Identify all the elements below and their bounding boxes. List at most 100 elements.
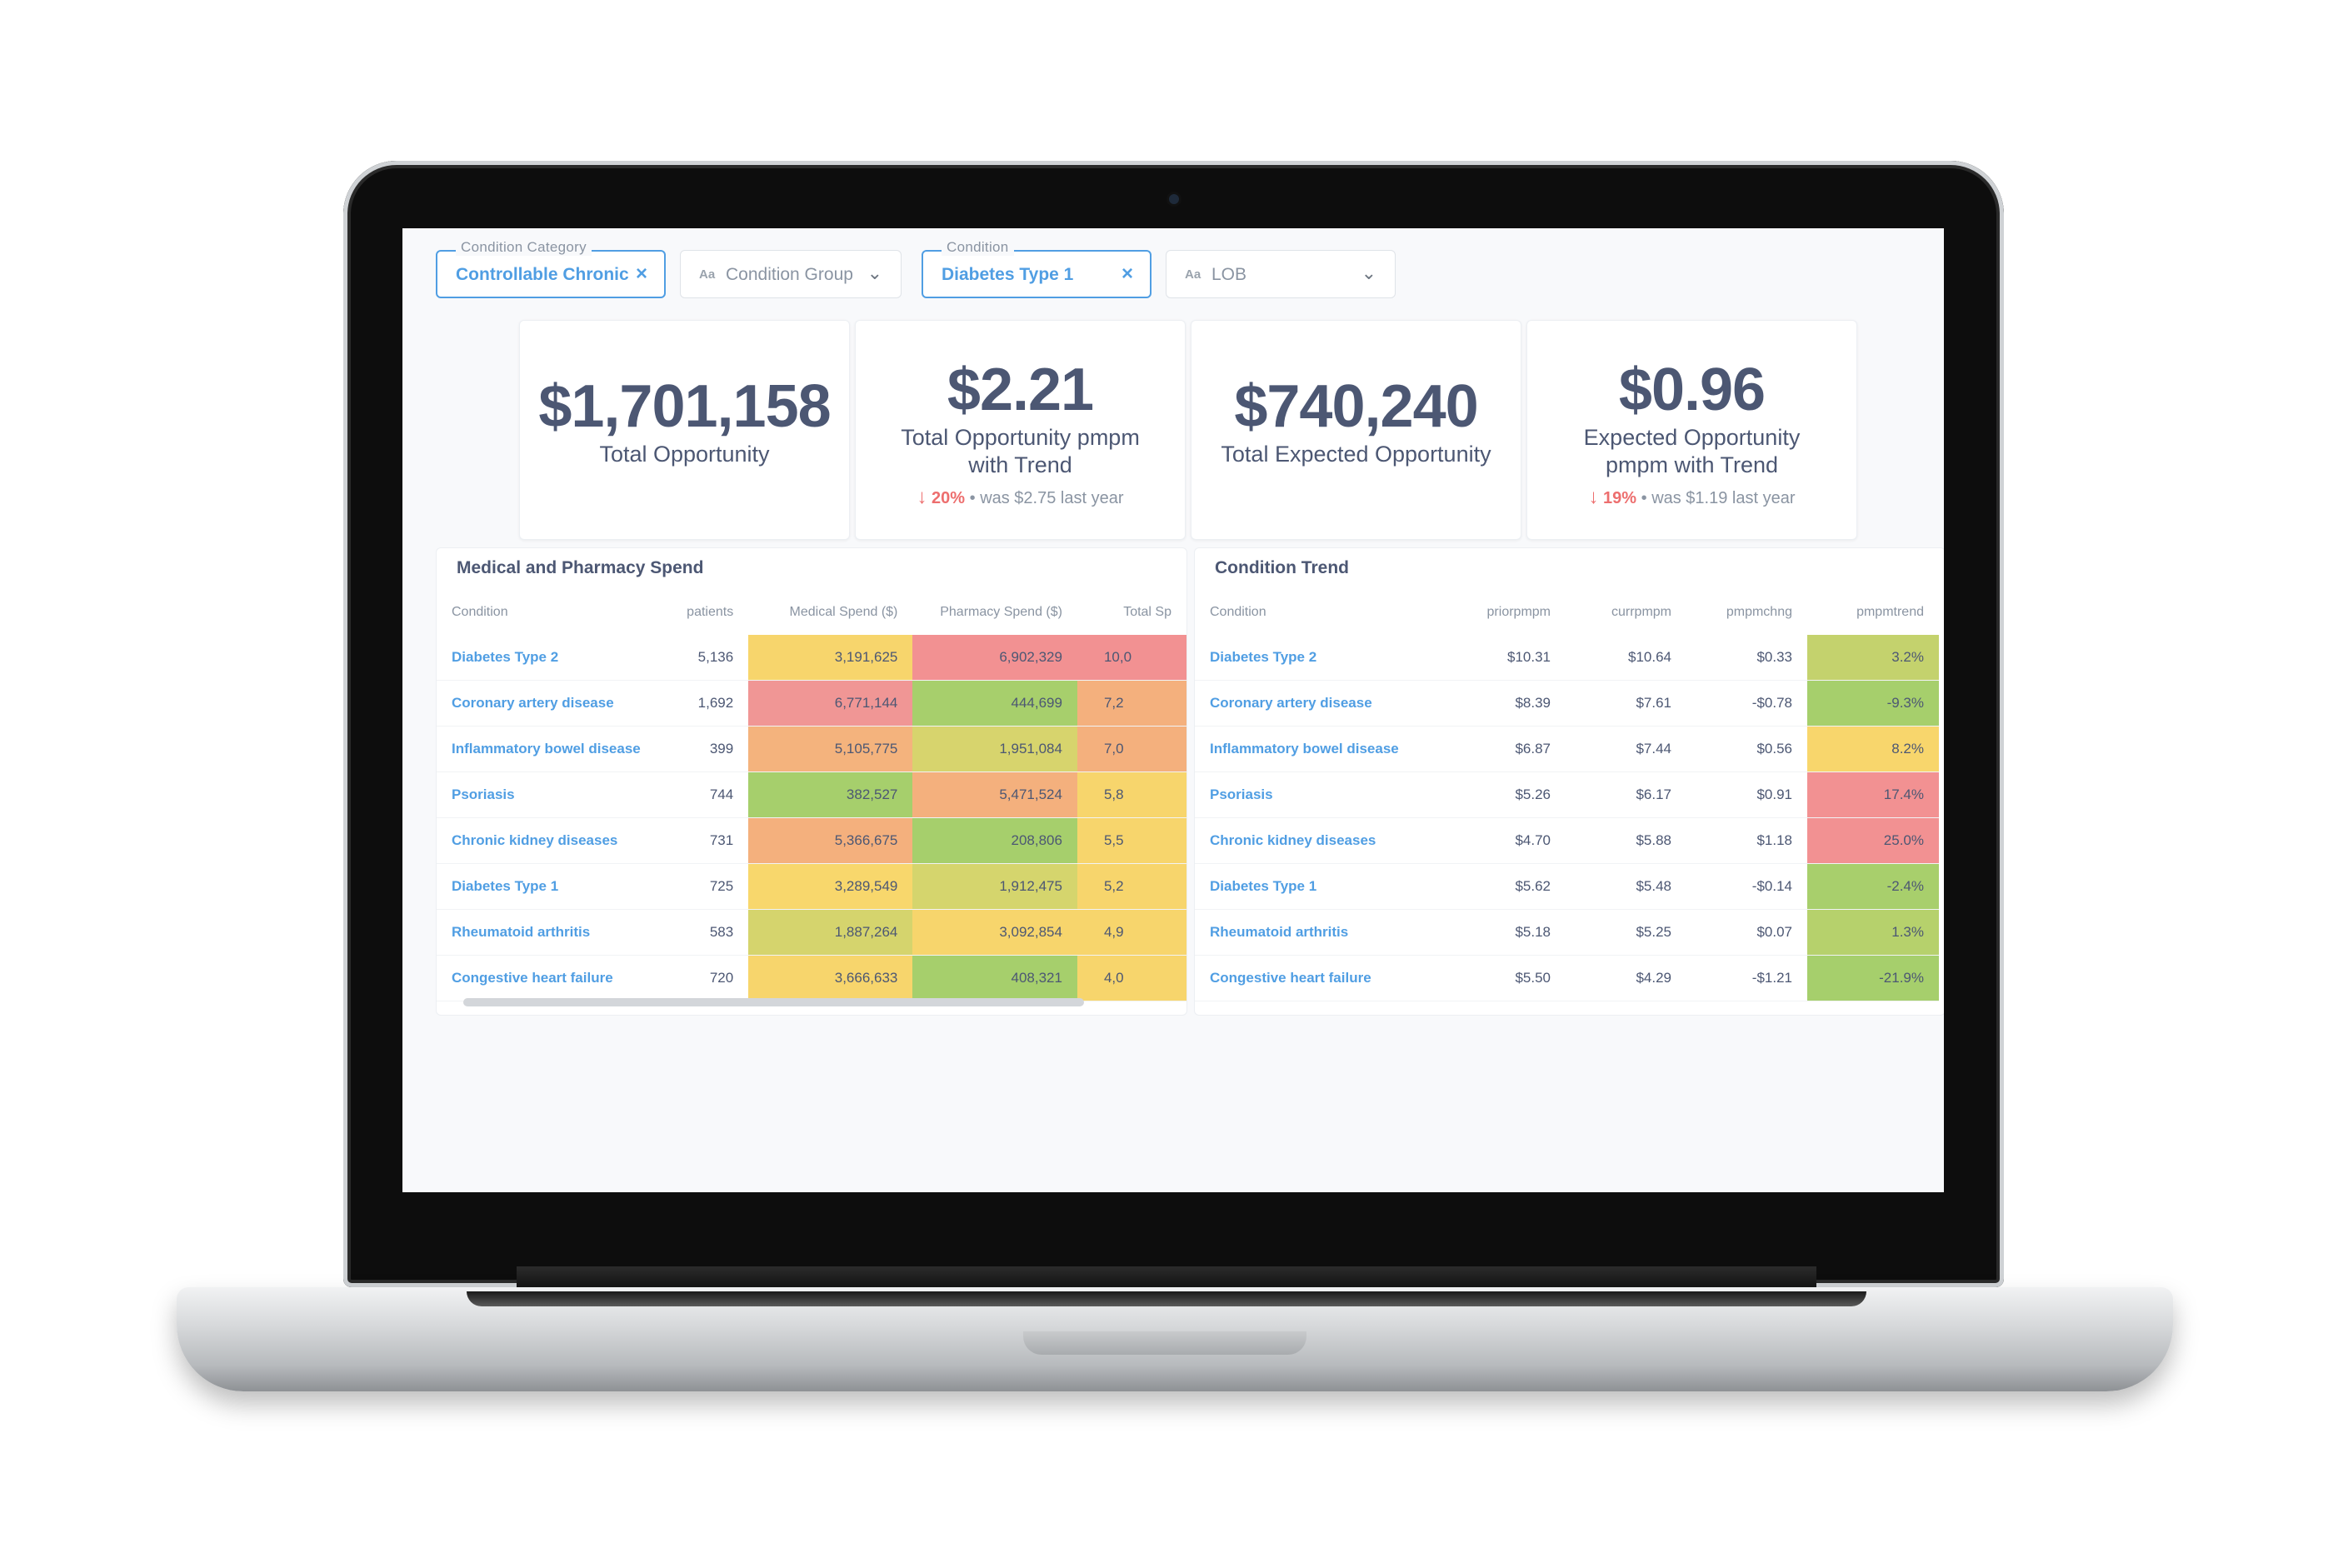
column-header[interactable]: priorpmpm <box>1486 605 1551 619</box>
table-row: Chronic kidney diseases $4.70 $5.88 $1.18 25… <box>1195 817 1939 864</box>
card-total-expected-opportunity: $740,240 Total Expected Opportunity <box>1191 320 1521 540</box>
condition-link[interactable]: Inflammatory bowel disease <box>1195 726 1445 772</box>
table-cell: 444,699 <box>912 680 1077 727</box>
column-header[interactable]: Pharmacy Spend ($) <box>940 605 1062 619</box>
condition-link[interactable]: Rheumatoid arthritis <box>1195 909 1445 956</box>
table-row: Psoriasis 744 382,527 5,471,524 5,8 <box>437 772 1186 818</box>
table-cell: 5,471,524 <box>912 772 1077 818</box>
table-cell: 6,902,329 <box>912 635 1077 681</box>
condition-link[interactable]: Congestive heart failure <box>437 955 656 1001</box>
filter-value: Diabetes Type 1 <box>942 265 1074 284</box>
table-cell: $5.48 <box>1566 863 1686 910</box>
metric-label: Expected Opportunity pmpm with Trend <box>1583 425 1801 477</box>
table-cell: 1,951,084 <box>912 726 1077 772</box>
table-cell: $0.91 <box>1686 772 1807 818</box>
panel-title: Medical and Pharmacy Spend <box>457 558 704 577</box>
table-cell: 3,666,633 <box>748 955 913 1001</box>
table-cell: $5.25 <box>1566 909 1686 956</box>
table-cell: 1,887,264 <box>748 909 913 956</box>
table-cell: -$1.21 <box>1686 955 1807 1001</box>
condition-link[interactable]: Diabetes Type 2 <box>437 635 656 681</box>
table-cell: 25.0% <box>1807 817 1939 864</box>
column-header[interactable]: Condition <box>452 605 508 619</box>
table-cell: $5.50 <box>1445 955 1566 1001</box>
clear-icon[interactable]: × <box>635 262 647 285</box>
table-cell: 3.2% <box>1807 635 1939 681</box>
panel-title: Condition Trend <box>1215 558 1349 577</box>
condition-link[interactable]: Diabetes Type 1 <box>1195 863 1445 910</box>
table-cell: 1,912,475 <box>912 863 1077 910</box>
metric-value: $2.21 <box>947 357 1094 423</box>
condition-link[interactable]: Inflammatory bowel disease <box>437 726 656 772</box>
table-cell: 4,0 <box>1077 955 1186 1001</box>
table-row: Diabetes Type 1 $5.62 $5.48 -$0.14 -2.4% <box>1195 863 1939 910</box>
filter-placeholder: LOB <box>1211 265 1247 284</box>
metric-value: $0.96 <box>1618 357 1766 423</box>
table-cell: $10.64 <box>1566 635 1686 681</box>
table-cell: 1,692 <box>655 680 749 727</box>
table-cell: -$0.14 <box>1686 863 1807 910</box>
table-row: Inflammatory bowel disease $6.87 $7.44 $0.5… <box>1195 726 1939 772</box>
table-cell: $6.87 <box>1445 726 1566 772</box>
table-row: Diabetes Type 2 $10.31 $10.64 $0.33 3.2% <box>1195 635 1939 681</box>
table-cell: $10.31 <box>1445 635 1566 681</box>
condition-link[interactable]: Rheumatoid arthritis <box>437 909 656 956</box>
column-header[interactable]: pmpmchng <box>1726 605 1792 619</box>
filter-lob[interactable]: Aa LOB ⌄ <box>1166 250 1396 298</box>
table-cell: 5,136 <box>655 635 749 681</box>
condition-link[interactable]: Chronic kidney diseases <box>1195 817 1445 864</box>
column-header[interactable]: pmpmtrend <box>1856 605 1924 619</box>
condition-link[interactable]: Psoriasis <box>437 772 656 818</box>
table-cell: 720 <box>655 955 749 1001</box>
metric-label: Total Expected Opportunity <box>1221 442 1491 467</box>
condition-link[interactable]: Psoriasis <box>1195 772 1445 818</box>
table-cell: $5.26 <box>1445 772 1566 818</box>
column-header[interactable]: currpmpm <box>1611 605 1671 619</box>
filter-condition[interactable]: Condition Diabetes Type 1 × <box>922 239 1152 298</box>
condition-link[interactable]: Diabetes Type 1 <box>437 863 656 910</box>
table-cell: $5.18 <box>1445 909 1566 956</box>
table-cell: 7,2 <box>1077 680 1186 727</box>
table-row: Rheumatoid arthritis 583 1,887,264 3,092,85… <box>437 909 1186 956</box>
table-cell: 731 <box>655 817 749 864</box>
table-row: Inflammatory bowel disease 399 5,105,775 1,… <box>437 726 1186 772</box>
table-cell: 8.2% <box>1807 726 1939 772</box>
table-cell: $8.39 <box>1445 680 1566 727</box>
column-header[interactable]: Medical Spend ($) <box>789 605 898 619</box>
table-cell: 10,0 <box>1077 635 1186 681</box>
laptop-opening-notch <box>1023 1331 1306 1355</box>
table-cell: 6,771,144 <box>748 680 913 727</box>
table-cell: $6.17 <box>1566 772 1686 818</box>
condition-link[interactable]: Congestive heart failure <box>1195 955 1445 1001</box>
table-cell: 408,321 <box>912 955 1077 1001</box>
filter-condition-group[interactable]: Aa Condition Group ⌄ <box>680 250 902 298</box>
table-cell: 4,9 <box>1077 909 1186 956</box>
table-cell: 7,0 <box>1077 726 1186 772</box>
filter-label: Condition Category <box>456 239 592 256</box>
column-header[interactable]: Total Sp <box>1123 605 1171 619</box>
table-row: Coronary artery disease $8.39 $7.61 -$0.78-… <box>1195 680 1939 727</box>
table-cell: $7.44 <box>1566 726 1686 772</box>
column-header[interactable]: patients <box>687 605 734 619</box>
condition-link[interactable]: Diabetes Type 2 <box>1195 635 1445 681</box>
table-cell: $0.33 <box>1686 635 1807 681</box>
condition-link[interactable]: Coronary artery disease <box>1195 680 1445 727</box>
table-cell: $7.61 <box>1566 680 1686 727</box>
metric-trend: ↓ 20% • was $2.75 last year <box>917 486 1124 508</box>
laptop-screen: Condition Category Controllable Chronic … <box>402 228 1944 1192</box>
condition-link[interactable]: Chronic kidney diseases <box>437 817 656 864</box>
table-row: Congestive heart failure 720 3,666,633 408,… <box>437 955 1186 1001</box>
card-expected-opportunity-pmpm: $0.96 Expected Opportunity pmpm with Tre… <box>1526 320 1857 540</box>
clear-icon[interactable]: × <box>1121 262 1133 285</box>
table-cell: $5.88 <box>1566 817 1686 864</box>
horizontal-scrollbar[interactable] <box>463 998 1084 1006</box>
filter-condition-category[interactable]: Condition Category Controllable Chronic … <box>436 239 666 298</box>
column-header[interactable]: Condition <box>1210 605 1266 619</box>
table-cell: 3,092,854 <box>912 909 1077 956</box>
table-cell: -2.4% <box>1807 863 1939 910</box>
table-cell: 5,5 <box>1077 817 1186 864</box>
metric-value: $1,701,158 <box>538 373 831 440</box>
condition-link[interactable]: Coronary artery disease <box>437 680 656 727</box>
text-type-icon: Aa <box>699 267 716 282</box>
panel-condition-trend: Condition Trend Condition priorpmpm currpm… <box>1194 547 1944 1016</box>
